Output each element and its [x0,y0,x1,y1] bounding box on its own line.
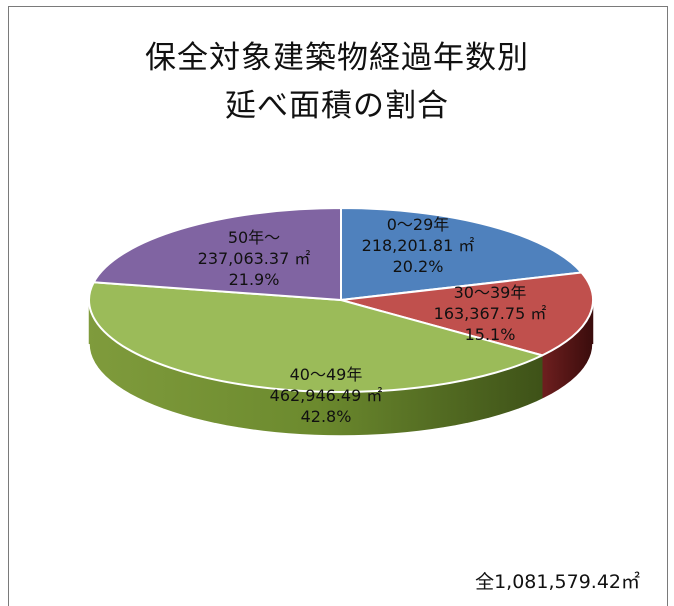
pie-slice-3 [92,207,342,301]
chart-title-line-2: 延べ面積の割合 [225,88,449,124]
chart-title: 保全対象建築物経過年数別 延べ面積の割合 [0,34,674,130]
pie-slice-1 [340,271,594,357]
slice-label-1: 30～39年 163,367.75 ㎡ 15.1% [434,283,547,344]
pie-slice-2 [88,281,544,393]
total-area: 全1,081,579.42㎡ [475,571,640,593]
chart-title-line-1: 保全対象建築物経過年数別 [145,40,529,76]
slice-label-0: 0～29年 218,201.81 ㎡ 20.2% [362,215,475,276]
pie-slice-0 [340,207,583,301]
pie-bottom-rim [88,343,594,437]
slice-label-2: 40～49年 462,946.49 ㎡ 42.8% [270,365,383,426]
slice-label-3: 50年～ 237,063.37 ㎡ 21.9% [198,228,311,289]
